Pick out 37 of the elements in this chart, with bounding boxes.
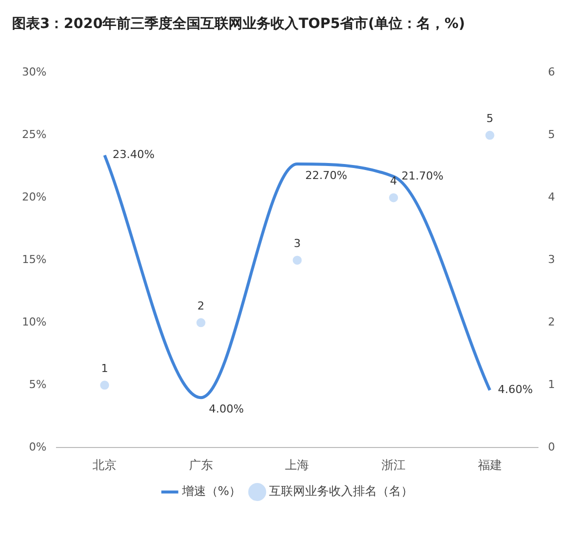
chart-title: 图表3：2020年前三季度全国互联网业务收入TOP5省市(单位：名，%) bbox=[12, 15, 465, 32]
y2-tick-label: 3 bbox=[548, 253, 555, 266]
data-label: 3 bbox=[294, 237, 301, 250]
y-tick-label: 5% bbox=[28, 378, 46, 391]
data-label: 21.70% bbox=[402, 169, 444, 182]
y-tick-label: 10% bbox=[22, 316, 46, 329]
legend-label: 互联网业务收入排名（名） bbox=[269, 484, 414, 498]
x-tick-label: 福建 bbox=[478, 458, 502, 472]
point bbox=[389, 193, 398, 202]
x-tick-label: 北京 bbox=[92, 458, 117, 472]
y2-tick-label: 5 bbox=[548, 128, 555, 142]
data-label: 23.40% bbox=[112, 148, 155, 162]
x-tick-label: 广东 bbox=[188, 458, 213, 472]
y-tick-label: 25% bbox=[22, 128, 46, 142]
data-label: 1 bbox=[101, 362, 108, 375]
point bbox=[100, 380, 110, 390]
data-label: 4.60% bbox=[498, 382, 533, 396]
x-tick-label: 浙江 bbox=[382, 458, 406, 472]
y-tick-label: 30% bbox=[22, 66, 46, 79]
data-label: 4.00% bbox=[208, 402, 244, 416]
y2-tick-label: 4 bbox=[548, 190, 555, 204]
y-tick-label: 15% bbox=[22, 253, 46, 266]
data-label: 4 bbox=[390, 174, 398, 188]
point bbox=[485, 130, 494, 140]
point bbox=[292, 256, 302, 265]
y2-tick-label: 0 bbox=[548, 440, 555, 454]
data-label: 5 bbox=[486, 112, 494, 126]
y2-tick-label: 1 bbox=[548, 378, 555, 391]
point bbox=[196, 318, 206, 328]
y-tick-label: 20% bbox=[22, 190, 46, 204]
legend-label: 增速（%） bbox=[180, 484, 242, 498]
y2-tick-label: 2 bbox=[548, 316, 555, 329]
data-label: 22.70% bbox=[305, 168, 348, 182]
y-tick-label: 0% bbox=[28, 440, 46, 454]
x-tick-label: 上海 bbox=[285, 458, 310, 472]
y2-tick-label: 6 bbox=[548, 66, 555, 79]
data-label: 2 bbox=[197, 300, 204, 313]
